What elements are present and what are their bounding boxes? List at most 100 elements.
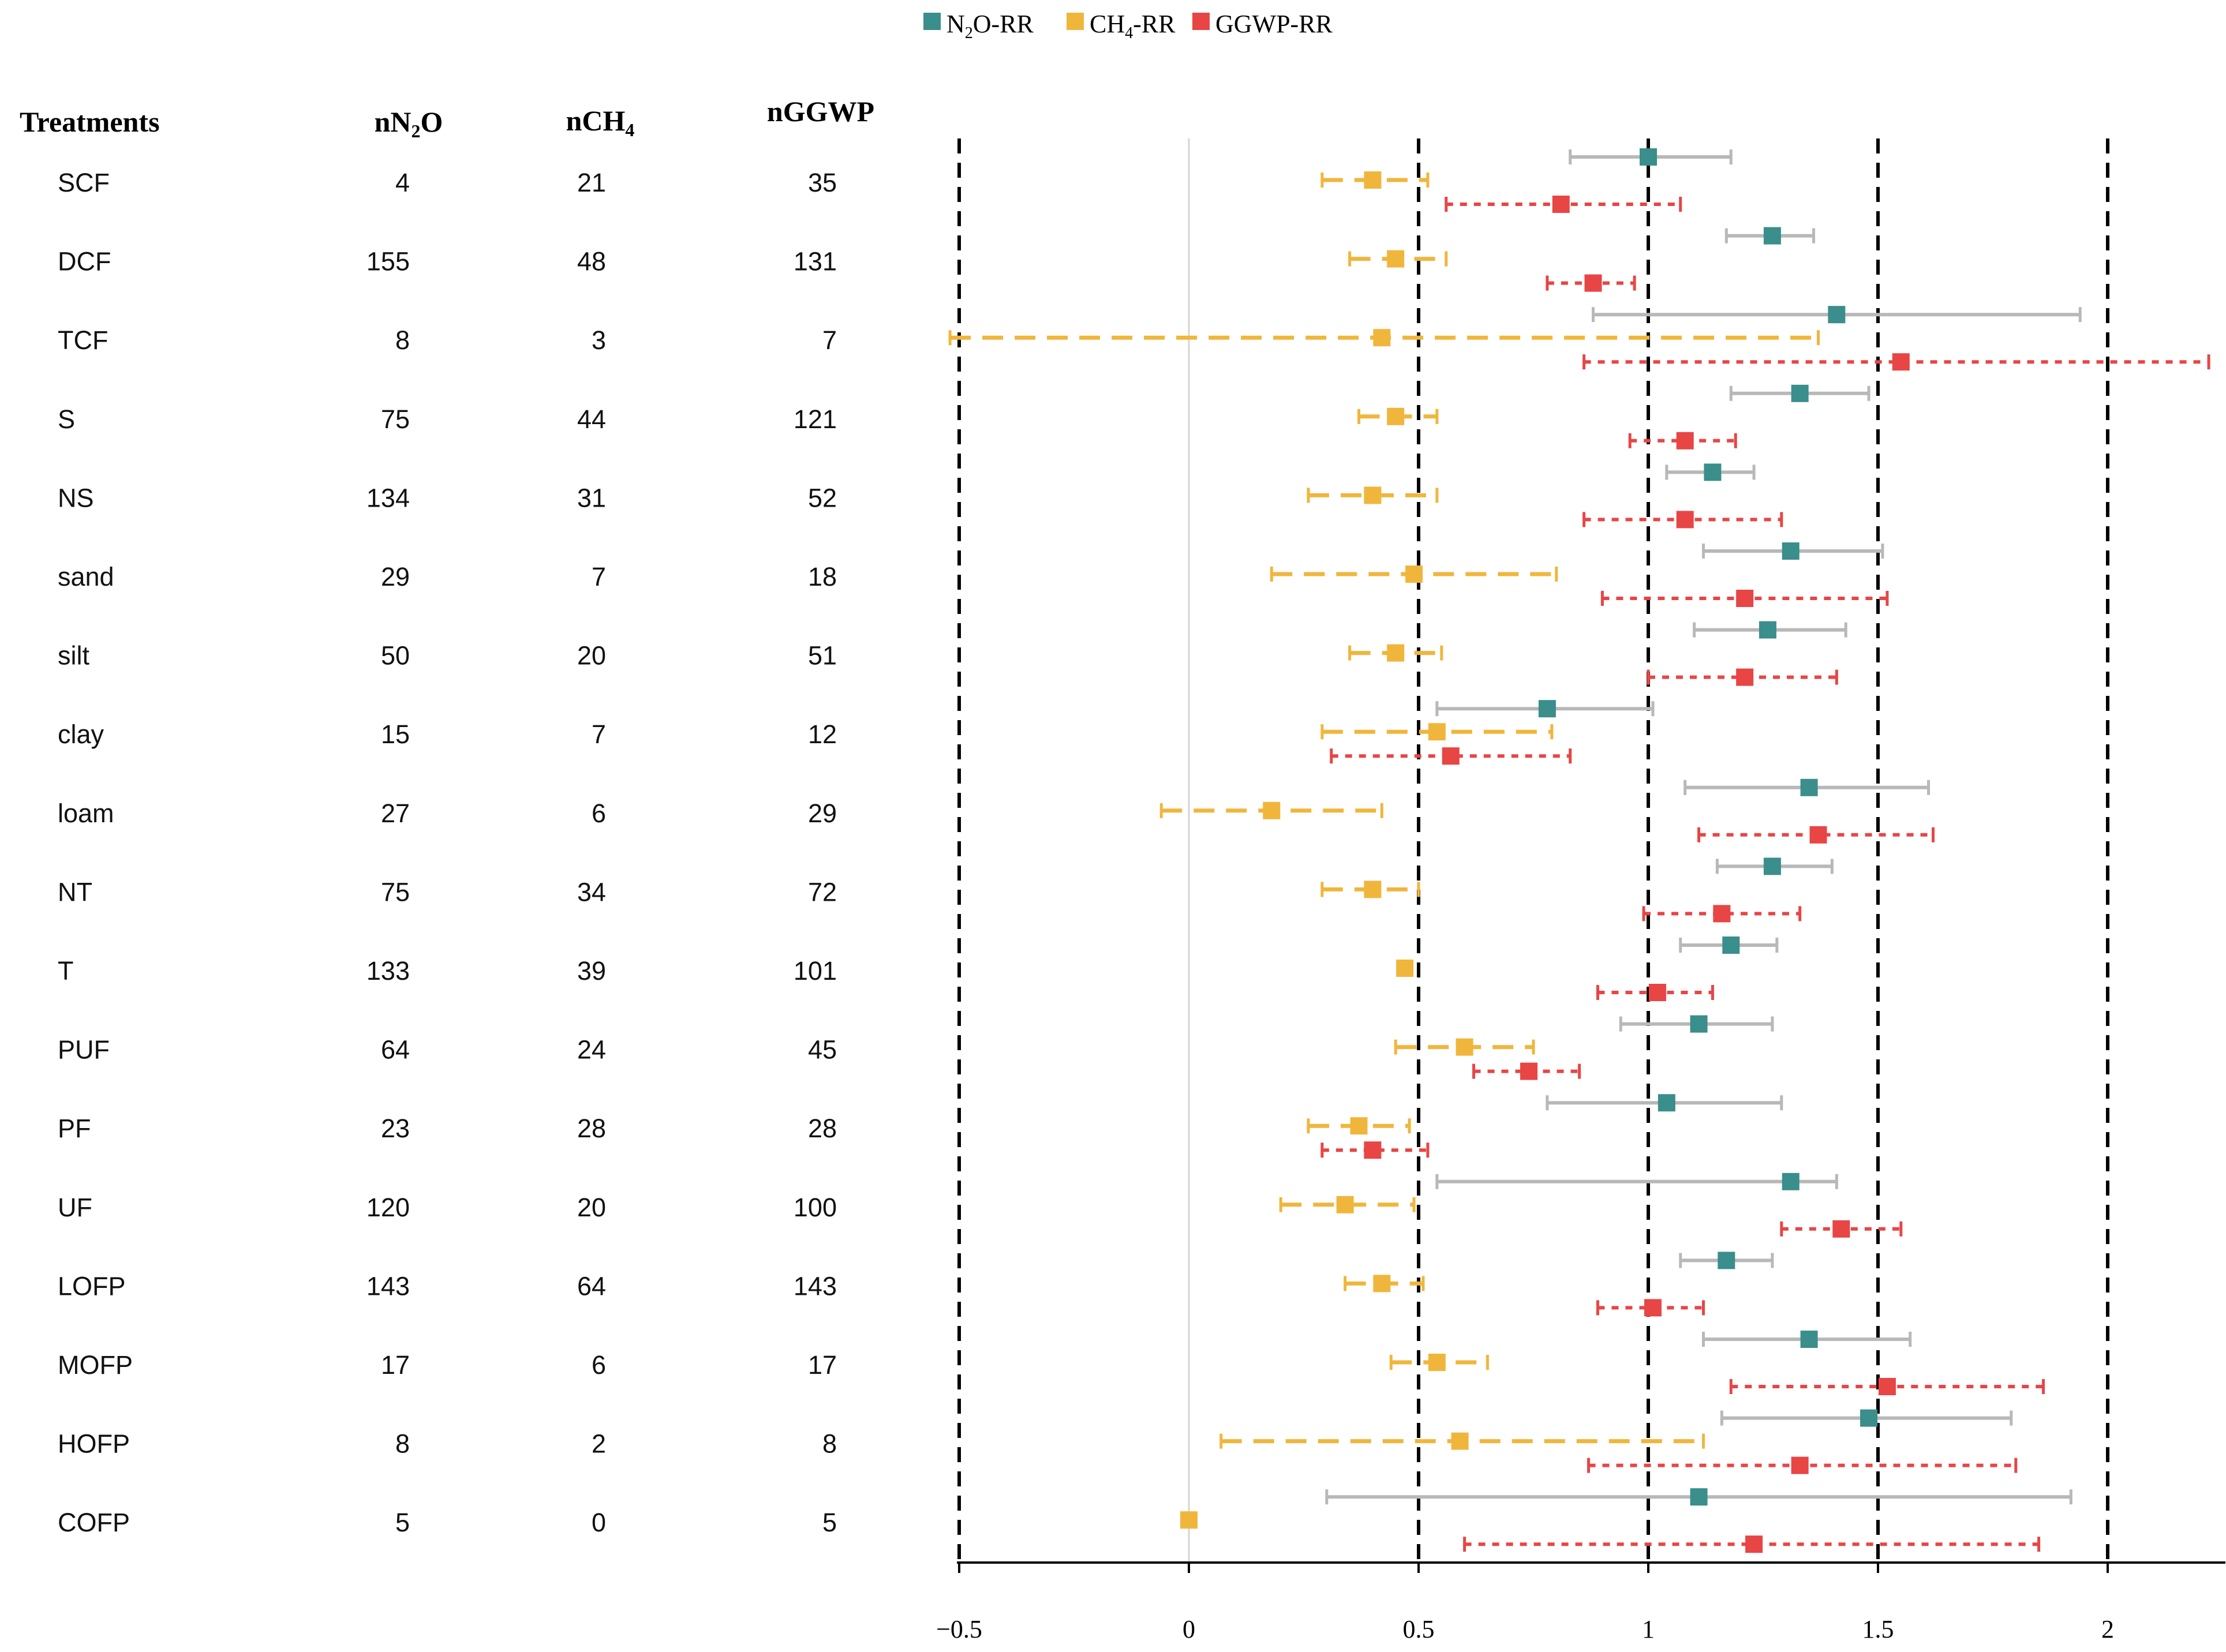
n-ch4-value: 48 <box>577 247 606 276</box>
ggwp-point <box>1644 1299 1662 1317</box>
n-ch4-value: 64 <box>577 1271 606 1301</box>
legend-label-ch4: CH4-RR <box>1090 10 1176 42</box>
n-ggwp-value: 28 <box>808 1114 837 1143</box>
n-ch4-value: 44 <box>577 404 606 434</box>
n-n2o-value: 134 <box>366 483 410 512</box>
x-tick-label: 1 <box>1642 1615 1655 1643</box>
n2o-point <box>1763 857 1781 875</box>
n2o-point <box>1538 700 1556 718</box>
n-ch4-value: 7 <box>592 562 606 591</box>
ggwp-point <box>1552 196 1570 213</box>
treatment-label: LOFP <box>58 1271 126 1301</box>
n2o-point <box>1722 936 1740 954</box>
legend-label-ggwp: GGWP-RR <box>1215 10 1333 38</box>
n-n2o-value: 27 <box>381 799 410 828</box>
x-tick-label: −0.5 <box>936 1615 982 1643</box>
n-n2o-value: 4 <box>395 168 410 197</box>
n2o-point <box>1640 148 1657 166</box>
n2o-point <box>1782 542 1799 560</box>
ch4-point <box>1373 329 1391 347</box>
ggwp-point <box>1892 353 1910 371</box>
n-n2o-value: 23 <box>381 1114 410 1143</box>
treatment-label: SCF <box>58 168 110 197</box>
legend-label-n2o: N2O-RR <box>946 10 1034 42</box>
n-ggwp-value: 7 <box>822 325 837 355</box>
ggwp-point <box>1676 432 1694 449</box>
n2o-point <box>1800 778 1818 796</box>
n-n2o-value: 155 <box>366 247 410 276</box>
n-ch4-value: 0 <box>592 1508 606 1537</box>
ch4-point <box>1364 171 1382 189</box>
treatment-label: NT <box>58 877 92 906</box>
ch4-point <box>1364 881 1382 898</box>
n-ggwp-value: 35 <box>808 168 837 197</box>
n-ch4-value: 6 <box>592 799 606 828</box>
row-sand: sand 29 7 18 <box>58 542 1889 607</box>
n-ch4-value: 7 <box>592 720 606 749</box>
ch4-point <box>1373 1275 1391 1293</box>
n-ch4-value: 21 <box>577 168 606 197</box>
ch4-point <box>1350 1117 1368 1135</box>
n2o-point <box>1658 1094 1675 1112</box>
n-n2o-value: 75 <box>381 877 410 906</box>
ggwp-point <box>1520 1062 1538 1080</box>
n-ggwp-value: 5 <box>822 1508 837 1537</box>
n-n2o-value: 64 <box>381 1035 410 1065</box>
n-ch4-value: 34 <box>577 877 606 906</box>
treatment-label: NS <box>58 483 94 512</box>
n-ggwp-value: 12 <box>808 720 837 749</box>
row-puf: PUF 64 24 45 <box>58 1015 1774 1080</box>
row-lofp: LOFP 143 64 143 <box>58 1252 1774 1317</box>
row-silt: silt 50 20 51 <box>58 621 1847 686</box>
ch4-point <box>1428 723 1446 741</box>
x-tick-label: 0.5 <box>1403 1615 1435 1643</box>
ch4-point <box>1387 407 1405 425</box>
n-ch4-value: 2 <box>592 1429 606 1459</box>
ggwp-point <box>1442 747 1460 765</box>
treatment-label: PF <box>58 1114 91 1143</box>
row-nt: NT 75 34 72 <box>58 857 1834 923</box>
ch4-point <box>1396 960 1414 977</box>
header-n-ggwp: nGGWP <box>767 95 874 128</box>
treatment-label: PUF <box>58 1035 110 1065</box>
row-hofp: HOFP 8 2 8 <box>58 1409 2018 1474</box>
n2o-point <box>1704 463 1722 481</box>
n-ggwp-value: 52 <box>808 483 837 512</box>
ggwp-point <box>1364 1141 1382 1159</box>
treatment-label: sand <box>58 562 114 591</box>
header-treatments: Treatments <box>20 106 160 138</box>
n-ggwp-value: 143 <box>794 1271 837 1301</box>
n-ggwp-value: 121 <box>794 404 837 434</box>
n-ggwp-value: 100 <box>794 1193 837 1222</box>
ch4-point <box>1451 1432 1469 1450</box>
ggwp-point <box>1736 668 1754 686</box>
n-n2o-value: 8 <box>395 1429 410 1459</box>
n-ch4-value: 6 <box>592 1350 606 1380</box>
n-n2o-value: 29 <box>381 562 410 591</box>
n-ggwp-value: 51 <box>808 641 837 670</box>
n2o-point <box>1782 1172 1799 1190</box>
ch4-point <box>1336 1196 1354 1213</box>
n2o-point <box>1763 227 1781 245</box>
treatment-label: DCF <box>58 247 111 276</box>
n-ch4-value: 20 <box>577 1193 606 1222</box>
row-ns: NS 134 31 52 <box>58 463 1783 529</box>
treatment-label: TCF <box>58 325 108 355</box>
n-ggwp-value: 45 <box>808 1035 837 1065</box>
row-uf: UF 120 20 100 <box>58 1172 1903 1238</box>
row-scf: SCF 4 21 35 <box>58 148 1733 213</box>
row-s: S 75 44 121 <box>58 384 1870 449</box>
n-ch4-value: 24 <box>577 1035 606 1065</box>
n2o-point <box>1690 1015 1708 1033</box>
n-n2o-value: 50 <box>381 641 410 670</box>
n-ggwp-value: 72 <box>808 877 837 906</box>
x-tick-label: 0 <box>1183 1615 1195 1643</box>
n-n2o-value: 5 <box>395 1508 410 1537</box>
treatment-label: loam <box>58 799 114 828</box>
treatment-label: UF <box>58 1193 92 1222</box>
ch4-point <box>1428 1354 1446 1371</box>
ggwp-point <box>1713 905 1731 923</box>
treatment-label: MOFP <box>58 1350 133 1380</box>
header-n-n2o: nN2O <box>375 106 443 141</box>
